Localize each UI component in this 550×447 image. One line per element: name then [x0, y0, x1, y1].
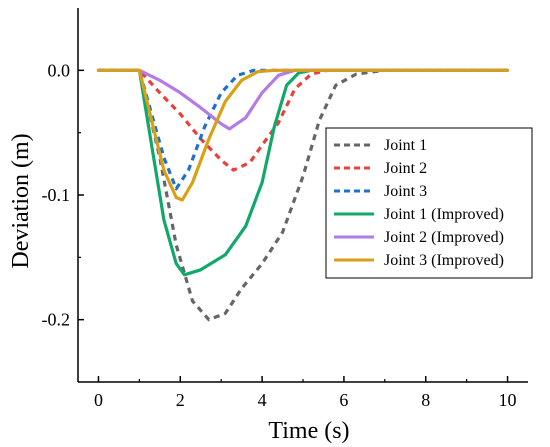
legend-label: Joint 2 [384, 160, 427, 177]
x-axis-title: Time (s) [268, 418, 349, 444]
x-tick-label: 10 [499, 390, 517, 410]
series-line-1 [98, 68, 508, 322]
legend-box [325, 127, 533, 279]
legend-label: Joint 2 (Improved) [384, 229, 504, 246]
legend-label: Joint 3 [384, 183, 427, 200]
x-tick-label: 6 [339, 390, 348, 410]
legend: Joint 1 Joint 2 Joint 3 Joint 1 (Improved) J… [325, 127, 533, 279]
legend-label: Joint 1 [384, 137, 427, 154]
x-tick-label: 0 [94, 390, 103, 410]
y-axis-title: Deviation (m) [8, 133, 34, 268]
y-tick-label: -0.1 [42, 185, 71, 205]
series-line-6 [96, 68, 510, 202]
x-tick-label: 8 [421, 390, 430, 410]
legend-label: Joint 3 (Improved) [384, 252, 504, 269]
legend-label: Joint 1 (Improved) [384, 206, 504, 223]
y-tick-label: 0.0 [48, 60, 71, 80]
ticks-layer: 0 2 4 6 8 10 0.0 -0.1 -0.2 [42, 60, 517, 410]
y-tick-label: -0.2 [42, 310, 71, 330]
series-layer [96, 68, 510, 322]
series-line-5 [96, 68, 510, 131]
x-tick-label: 4 [258, 390, 267, 410]
series-line-4 [96, 68, 510, 277]
series-line-2 [98, 68, 508, 172]
x-tick-label: 2 [176, 390, 185, 410]
